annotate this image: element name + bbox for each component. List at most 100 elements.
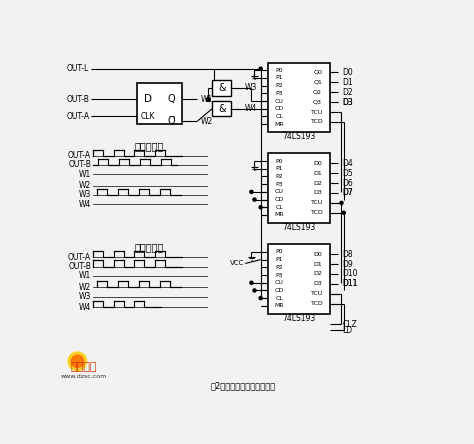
Text: D3: D3 [342, 98, 353, 107]
Text: W4: W4 [79, 200, 91, 209]
Text: D2: D2 [313, 271, 322, 277]
Text: CL: CL [275, 114, 283, 119]
Text: P3: P3 [275, 273, 283, 278]
Text: LD: LD [342, 326, 352, 335]
Text: &: & [218, 83, 226, 93]
Text: W1: W1 [79, 170, 91, 178]
Text: D1: D1 [313, 170, 322, 176]
Text: CD: CD [274, 197, 284, 202]
Text: TCD: TCD [311, 119, 324, 124]
Bar [212, 101, 231, 116]
Text: OUT-B: OUT-B [68, 160, 91, 170]
Text: P3: P3 [275, 91, 283, 96]
Text: W4: W4 [79, 303, 91, 312]
Text: TCU: TCU [311, 110, 324, 115]
Text: D7: D7 [342, 189, 353, 198]
Text: W3: W3 [79, 190, 91, 199]
Text: OUT-B: OUT-B [66, 95, 90, 104]
Text: P3: P3 [275, 182, 283, 186]
Text: W2: W2 [79, 181, 91, 190]
Circle shape [259, 297, 262, 300]
Text: OUT-A: OUT-A [68, 151, 91, 160]
Text: D7: D7 [342, 189, 353, 198]
Text: Q: Q [167, 95, 175, 104]
Text: W2: W2 [201, 116, 213, 126]
Text: D8: D8 [342, 250, 353, 259]
Circle shape [259, 206, 262, 209]
Text: D1: D1 [342, 78, 353, 87]
Bar [268, 63, 330, 132]
Circle shape [250, 281, 253, 284]
Text: CU: CU [274, 280, 283, 285]
Text: P1: P1 [275, 257, 283, 262]
Text: D0: D0 [342, 68, 353, 77]
Bar [137, 83, 182, 124]
Text: D6: D6 [342, 178, 353, 187]
Text: D4: D4 [342, 159, 353, 168]
Text: W4: W4 [245, 104, 257, 113]
Text: D3: D3 [342, 98, 353, 107]
Text: CD: CD [274, 106, 284, 111]
Text: P0: P0 [275, 250, 283, 254]
Text: W3: W3 [245, 83, 257, 92]
Text: MR: MR [274, 303, 284, 308]
Bar [212, 80, 231, 95]
Text: D11: D11 [342, 279, 357, 288]
Text: D10: D10 [342, 270, 358, 278]
Text: TCD: TCD [311, 301, 324, 306]
Text: OUT-B: OUT-B [68, 262, 91, 271]
Circle shape [250, 190, 253, 194]
Text: CU: CU [274, 99, 283, 103]
Bar [268, 244, 330, 313]
Text: 74LS193: 74LS193 [283, 223, 316, 232]
Text: OUT-L: OUT-L [66, 64, 89, 73]
Text: D0: D0 [313, 252, 322, 257]
Circle shape [68, 352, 87, 371]
Text: W2: W2 [79, 283, 91, 292]
Text: P0: P0 [275, 68, 283, 73]
Text: Q0: Q0 [313, 70, 322, 75]
Text: 顺时针旋转: 顺时针旋转 [134, 141, 164, 151]
Text: W1: W1 [201, 95, 213, 104]
Text: CL: CL [275, 296, 283, 301]
Text: W1: W1 [79, 271, 91, 280]
Text: D0: D0 [313, 161, 322, 166]
Text: MR: MR [274, 122, 284, 127]
Text: D: D [144, 95, 152, 104]
Bar [268, 153, 330, 223]
Circle shape [206, 98, 210, 101]
Text: 74LS193: 74LS193 [283, 132, 316, 141]
Circle shape [253, 198, 256, 201]
Circle shape [342, 211, 346, 214]
Text: P0: P0 [275, 159, 283, 163]
Text: CU: CU [274, 190, 283, 194]
Text: 74LS193: 74LS193 [283, 313, 316, 323]
Text: TCU: TCU [311, 291, 324, 296]
Text: TCD: TCD [311, 210, 324, 215]
Circle shape [259, 67, 262, 70]
Text: W3: W3 [79, 292, 91, 301]
Circle shape [340, 201, 343, 204]
Text: MR: MR [274, 213, 284, 218]
Text: P2: P2 [275, 265, 283, 270]
Text: Q3: Q3 [313, 99, 322, 105]
Text: P2: P2 [275, 174, 283, 179]
Text: D11: D11 [342, 279, 357, 288]
Text: P2: P2 [275, 83, 283, 88]
Text: P1: P1 [275, 166, 283, 171]
Text: Q̅: Q̅ [167, 116, 175, 126]
Text: OUT-A: OUT-A [68, 253, 91, 262]
Text: 图2光电编码器鉴相计数电路: 图2光电编码器鉴相计数电路 [210, 381, 275, 390]
Text: P1: P1 [275, 75, 283, 80]
Text: D5: D5 [342, 169, 353, 178]
Text: D3: D3 [313, 281, 322, 286]
Text: www.dzsc.com: www.dzsc.com [60, 374, 107, 379]
Text: CLZ: CLZ [342, 320, 357, 329]
Text: D9: D9 [342, 260, 353, 269]
Text: CL: CL [275, 205, 283, 210]
Circle shape [253, 289, 256, 292]
Text: TCU: TCU [311, 200, 324, 206]
Text: Q2: Q2 [313, 90, 322, 95]
Text: VCC: VCC [229, 261, 244, 266]
Text: CD: CD [274, 288, 284, 293]
